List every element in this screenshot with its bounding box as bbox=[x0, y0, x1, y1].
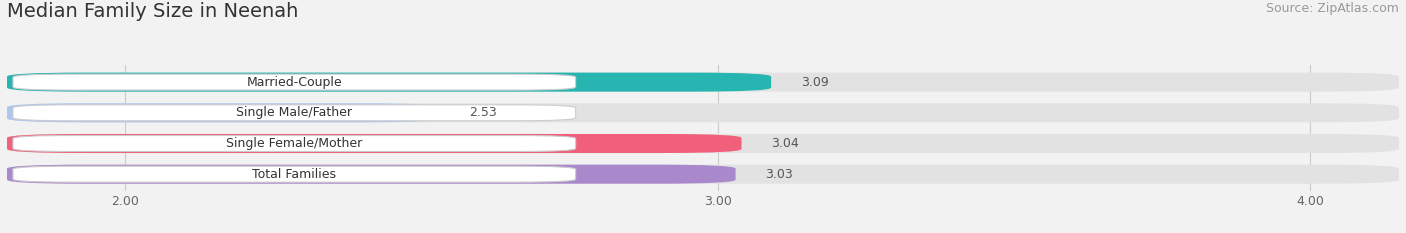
FancyBboxPatch shape bbox=[7, 103, 440, 122]
Text: 3.09: 3.09 bbox=[801, 76, 828, 89]
FancyBboxPatch shape bbox=[7, 134, 1399, 153]
Text: 3.04: 3.04 bbox=[770, 137, 799, 150]
Text: Single Male/Father: Single Male/Father bbox=[236, 106, 353, 119]
FancyBboxPatch shape bbox=[7, 134, 741, 153]
FancyBboxPatch shape bbox=[13, 136, 575, 151]
FancyBboxPatch shape bbox=[7, 103, 1399, 122]
Text: Source: ZipAtlas.com: Source: ZipAtlas.com bbox=[1265, 2, 1399, 15]
FancyBboxPatch shape bbox=[13, 74, 575, 90]
FancyBboxPatch shape bbox=[7, 165, 735, 184]
FancyBboxPatch shape bbox=[13, 105, 575, 121]
Text: 2.53: 2.53 bbox=[470, 106, 496, 119]
Text: Single Female/Mother: Single Female/Mother bbox=[226, 137, 363, 150]
FancyBboxPatch shape bbox=[7, 165, 1399, 184]
FancyBboxPatch shape bbox=[13, 166, 575, 182]
FancyBboxPatch shape bbox=[7, 73, 770, 92]
Text: Total Families: Total Families bbox=[252, 168, 336, 181]
FancyBboxPatch shape bbox=[7, 73, 1399, 92]
Text: 3.03: 3.03 bbox=[765, 168, 793, 181]
Text: Median Family Size in Neenah: Median Family Size in Neenah bbox=[7, 2, 298, 21]
Text: Married-Couple: Married-Couple bbox=[246, 76, 342, 89]
